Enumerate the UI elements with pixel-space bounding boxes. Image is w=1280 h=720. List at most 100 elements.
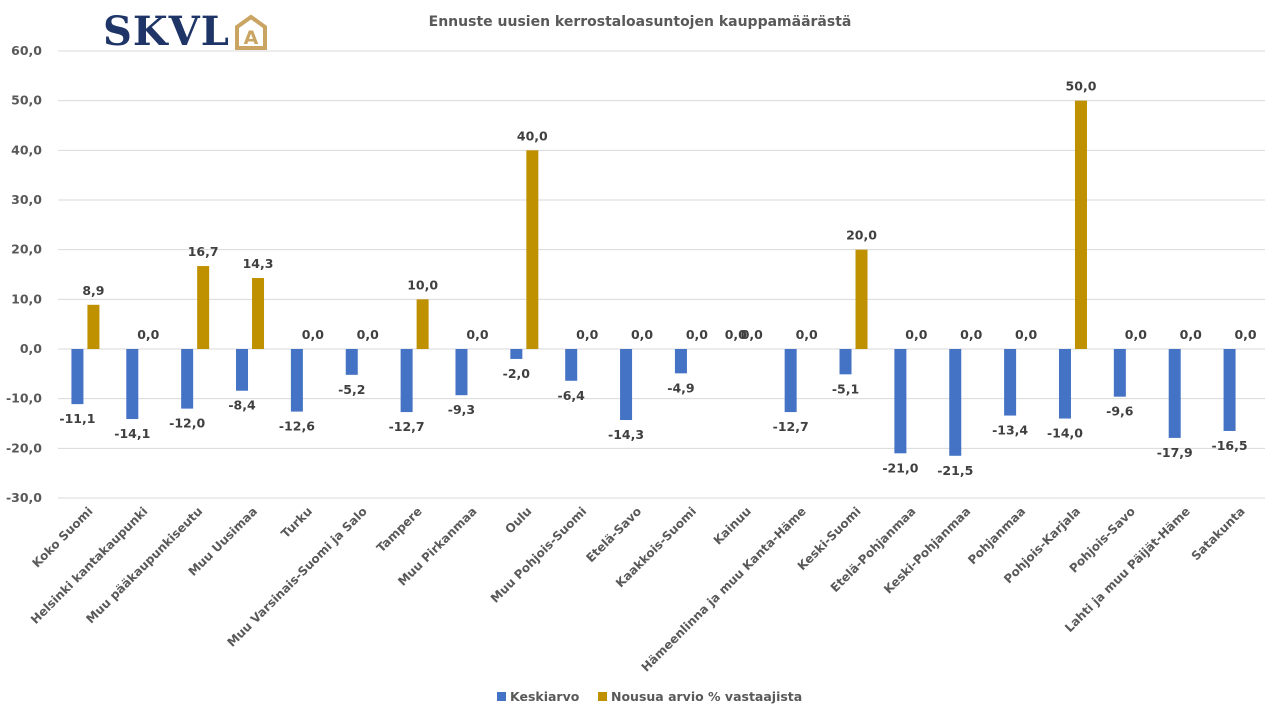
data-label-keskiarvo: 0,0 [725,327,747,342]
data-label-nousua: 0,0 [576,327,598,342]
bar-nousua [197,266,210,349]
bar-keskiarvo [565,349,578,381]
bar-keskiarvo [455,349,468,396]
data-label-nousua: 14,3 [243,256,274,271]
data-label-keskiarvo: -16,5 [1212,438,1248,453]
bar-keskiarvo [839,349,852,375]
y-tick-label: -20,0 [6,440,42,455]
x-tick-label: Oulu [502,504,534,536]
data-label-nousua: 0,0 [137,327,159,342]
data-label-keskiarvo: -13,4 [992,423,1028,438]
bar-keskiarvo [345,349,358,375]
data-label-nousua: 0,0 [466,327,488,342]
y-tick-label: 60,0 [11,43,42,58]
data-label-nousua: 50,0 [1066,79,1097,94]
logo-text: SKVL [103,8,230,55]
data-label-nousua: 16,7 [188,244,219,259]
bar-nousua [1074,100,1087,350]
legend-label-keskiarvo: Keskiarvo [510,689,580,704]
data-label-keskiarvo: -14,1 [114,426,150,441]
bar-keskiarvo [949,349,962,456]
data-label-keskiarvo: -21,5 [937,463,973,478]
data-label-keskiarvo: -5,1 [832,381,859,396]
bar-nousua [526,150,539,349]
data-label-nousua: 0,0 [905,327,927,342]
data-label-nousua: 0,0 [631,327,653,342]
skvl-logo: SKVL A [103,10,269,54]
data-label-nousua: 8,9 [82,283,104,298]
legend: Keskiarvo Nousua arvio % vastaajista [497,689,802,704]
bar-keskiarvo [1058,349,1071,419]
bar-keskiarvo [620,349,633,421]
data-label-nousua: 0,0 [357,327,379,342]
data-label-keskiarvo: -17,9 [1157,445,1193,460]
x-tick-label: Tampere [374,504,425,555]
data-label-nousua: 10,0 [407,277,438,292]
bar-keskiarvo [290,349,303,412]
x-tick-label: Turku [278,504,315,541]
logo-emblem-letter: A [243,27,258,49]
bar-keskiarvo [236,349,249,391]
data-label-keskiarvo: -11,1 [59,411,95,426]
bar-keskiarvo [71,349,84,405]
y-tick-label: 50,0 [11,93,42,108]
data-label-nousua: 0,0 [960,327,982,342]
data-label-keskiarvo: -12,7 [773,419,809,434]
data-label-keskiarvo: -8,4 [228,398,256,413]
bar-keskiarvo [400,349,413,413]
bar-nousua [252,277,265,349]
y-tick-label: -30,0 [6,490,42,505]
bar-keskiarvo [1168,349,1181,438]
data-label-keskiarvo: -4,9 [667,380,694,395]
y-tick-label: 20,0 [11,242,42,257]
x-tick-label: Etelä-Savo [583,504,644,565]
x-tick-label: Muu Pohjois-Suomi [488,504,589,605]
bar-keskiarvo [674,349,687,374]
data-label-nousua: 0,0 [1015,327,1037,342]
y-tick-label: 40,0 [11,142,42,157]
bar-keskiarvo [1113,349,1126,397]
data-label-keskiarvo: -21,0 [882,460,918,475]
legend-label-nousua: Nousua arvio % vastaajista [611,689,802,704]
bar-nousua [416,299,429,349]
data-labels: -11,1 8,9 -14,1 0,0 -12,0 16,7 -8,4 14,3 -12,6 0,… [59,79,1257,478]
data-label-keskiarvo: -14,3 [608,427,644,442]
bar-keskiarvo [126,349,139,420]
legend-swatch-keskiarvo [497,692,506,701]
data-label-keskiarvo: -12,0 [169,416,205,431]
bar-keskiarvo [1223,349,1236,431]
data-label-keskiarvo: -9,6 [1106,404,1134,419]
legend-swatch-nousua [598,692,607,701]
bar-keskiarvo [1004,349,1017,416]
y-tick-label: 0,0 [20,341,42,356]
data-label-keskiarvo: -12,7 [389,419,425,434]
data-label-nousua: 0,0 [1180,327,1202,342]
bar-keskiarvo [784,349,797,413]
data-label-nousua: 0,0 [686,327,708,342]
data-label-keskiarvo: -2,0 [503,366,531,381]
y-tick-label: 10,0 [11,291,42,306]
data-label-nousua: 0,0 [741,327,763,342]
data-label-nousua: 0,0 [796,327,818,342]
bar-nousua [87,304,100,349]
data-label-keskiarvo: -12,6 [279,419,315,434]
y-tick-label: 30,0 [11,192,42,207]
y-axis-ticks: 60,0 50,0 40,0 30,0 20,0 10,0 0,0 -10,0 -20,0 -30… [6,43,42,505]
data-label-nousua: 0,0 [1234,327,1256,342]
x-tick-label: Kainuu [711,504,754,547]
data-label-keskiarvo: -9,3 [448,402,475,417]
y-tick-label: -10,0 [6,391,42,406]
data-label-keskiarvo: -5,2 [338,382,365,397]
bar-keskiarvo [181,349,194,409]
data-label-keskiarvo: -6,4 [558,388,586,403]
x-tick-label: Helsinki kantakaupunki [28,504,150,626]
x-tick-label: Satakunta [1189,504,1248,563]
data-label-nousua: 0,0 [1125,327,1147,342]
data-label-nousua: 40,0 [517,128,548,143]
chart-title: Ennuste uusien kerrostaloasuntojen kaupp… [429,14,852,30]
bar-keskiarvo [894,349,907,454]
bars [71,100,1236,456]
x-tick-label: Muu pääkaupunkiseutu [83,504,205,626]
house-a-icon: A [234,14,267,50]
